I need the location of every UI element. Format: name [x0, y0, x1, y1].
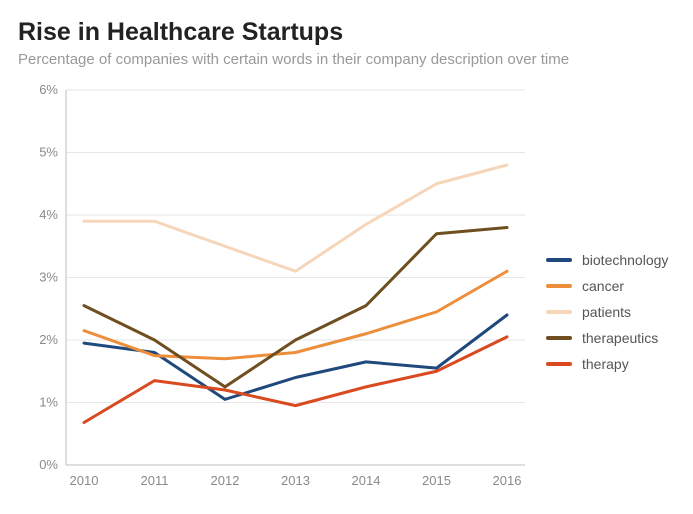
legend-swatch	[546, 310, 572, 314]
legend-swatch	[546, 258, 572, 262]
x-tick-label: 2014	[352, 473, 381, 488]
legend: biotechnology cancer patients therapeutics t…	[546, 252, 668, 382]
legend-swatch	[546, 284, 572, 288]
legend-swatch	[546, 336, 572, 340]
y-tick-label: 2%	[39, 332, 58, 347]
x-tick-label: 2016	[493, 473, 522, 488]
chart-subtitle: Percentage of companies with certain wor…	[18, 51, 675, 68]
legend-item-cancer: cancer	[546, 278, 668, 294]
plot-area: 0% 1% 2% 3% 4% 5% 6% 2010 2011 2012 2013 2014 2015 20…	[18, 80, 675, 500]
series-therapy	[84, 337, 507, 423]
y-tick-label: 1%	[39, 395, 58, 410]
legend-label: patients	[582, 304, 631, 320]
legend-label: biotechnology	[582, 252, 668, 268]
series-cancer	[84, 271, 507, 359]
x-tick-label: 2013	[281, 473, 310, 488]
y-tick-label: 6%	[39, 82, 58, 97]
series-biotechnology	[84, 315, 507, 399]
y-tick-label: 5%	[39, 145, 58, 160]
legend-item-therapeutics: therapeutics	[546, 330, 668, 346]
legend-swatch	[546, 362, 572, 366]
legend-item-therapy: therapy	[546, 356, 668, 372]
x-tick-label: 2010	[70, 473, 99, 488]
x-tick-label: 2015	[422, 473, 451, 488]
legend-label: therapy	[582, 356, 629, 372]
y-tick-label: 3%	[39, 270, 58, 285]
x-tick-label: 2012	[211, 473, 240, 488]
legend-item-biotechnology: biotechnology	[546, 252, 668, 268]
y-tick-label: 0%	[39, 457, 58, 472]
legend-label: cancer	[582, 278, 624, 294]
series-patients	[84, 165, 507, 271]
legend-label: therapeutics	[582, 330, 658, 346]
chart-container: Rise in Healthcare Startups Percentage o…	[0, 0, 693, 514]
x-tick-label: 2011	[141, 473, 169, 488]
legend-item-patients: patients	[546, 304, 668, 320]
chart-title: Rise in Healthcare Startups	[18, 18, 675, 47]
y-tick-label: 4%	[39, 207, 58, 222]
